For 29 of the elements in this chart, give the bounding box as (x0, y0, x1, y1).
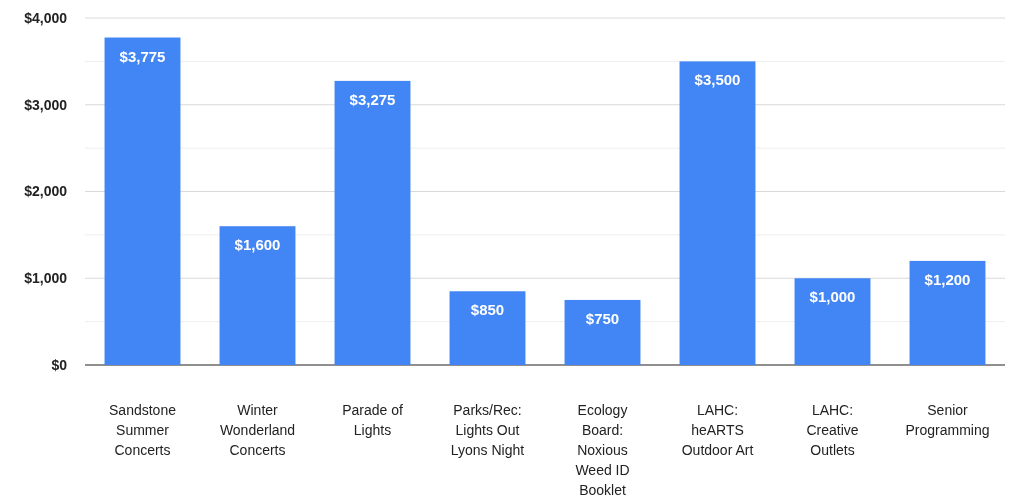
data-label: $750 (585, 309, 620, 327)
x-tick-label: Ecology Board: Noxious Weed ID Booklet (575, 402, 630, 498)
y-tick-label: $3,000 (24, 96, 68, 113)
x-tick-label: Senior Programming (905, 402, 990, 438)
data-label: $1,200 (924, 270, 971, 288)
x-tick-label: Sandstone Summer Concerts (109, 402, 177, 458)
bar (219, 226, 296, 365)
x-tick-label: Winter Wonderland Concerts (219, 402, 296, 458)
bar (104, 37, 181, 365)
data-label: $3,500 (694, 71, 741, 89)
x-tick-label: LAHC: Creative Outlets (806, 402, 859, 458)
data-label: $1,600 (234, 236, 281, 254)
y-tick-label: $0 (51, 356, 68, 373)
bar (909, 260, 986, 365)
y-tick-label: $4,000 (24, 9, 68, 26)
bar (449, 291, 526, 365)
y-tick-label: $2,000 (24, 183, 68, 200)
bar (679, 61, 756, 365)
bar (794, 278, 871, 365)
x-tick-label: LAHC: heARTS Outdoor Art (681, 402, 754, 458)
x-tick-label: Parade of Lights (342, 402, 403, 438)
y-tick-label: $1,000 (24, 270, 68, 287)
x-tick-label: Parks/Rec: Lights Out Lyons Night (450, 402, 525, 458)
data-label: $850 (470, 301, 505, 319)
data-label: $3,275 (349, 90, 396, 108)
data-label: $1,000 (809, 288, 856, 306)
bar (564, 299, 641, 365)
bar (334, 80, 411, 365)
data-label: $3,775 (119, 47, 166, 65)
